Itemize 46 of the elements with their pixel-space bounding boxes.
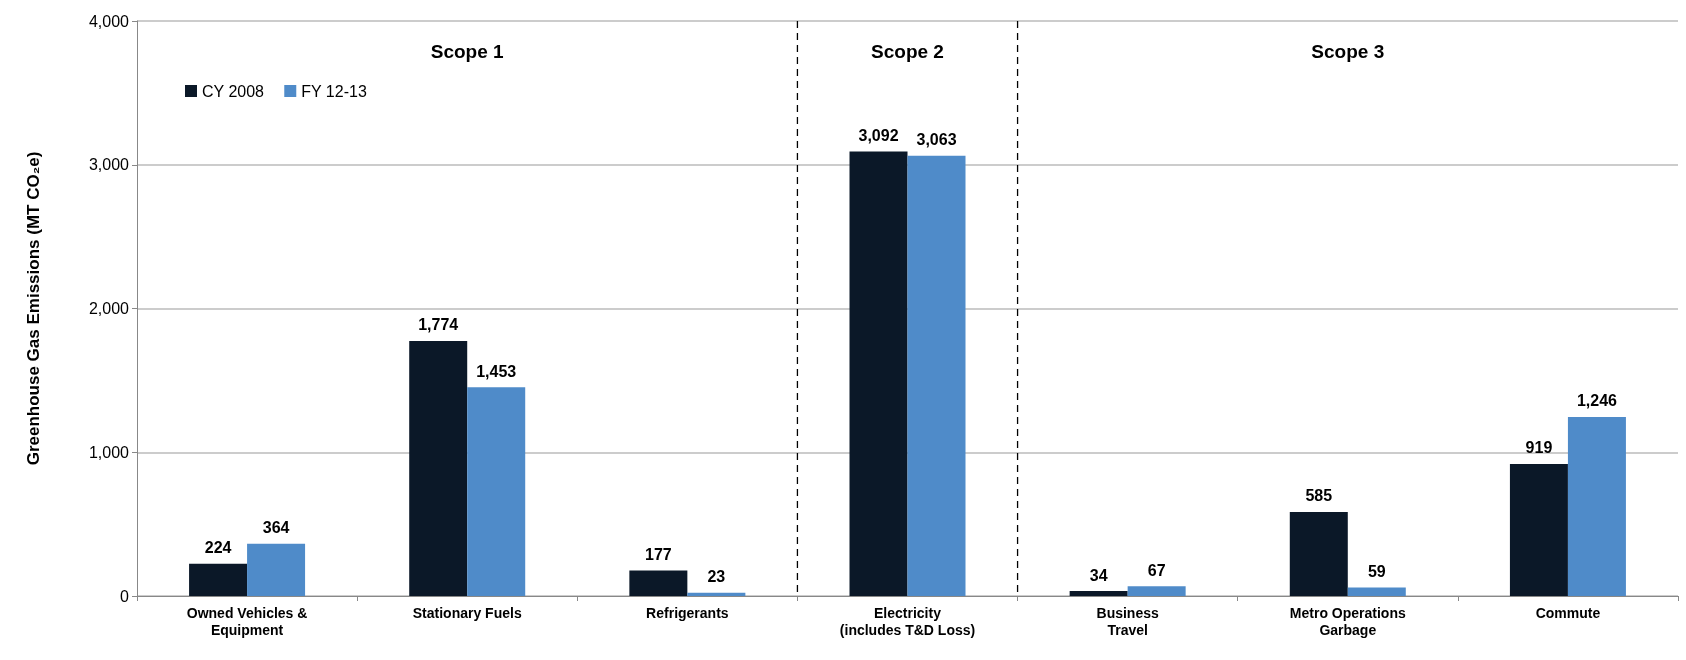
data-label: 59 — [1367, 563, 1386, 581]
data-label: 1,246 — [1576, 392, 1618, 410]
y-tick-label: 4,000 — [88, 12, 130, 30]
annotation: Scope 2 — [871, 40, 944, 62]
annotation: Scope 3 — [1311, 40, 1385, 62]
data-label: 23 — [707, 568, 726, 586]
data-label: 67 — [1147, 561, 1166, 579]
bar — [247, 543, 306, 596]
data-label: 919 — [1525, 439, 1553, 457]
bar — [1289, 511, 1348, 596]
bar — [189, 563, 248, 596]
y-tick-label: 1,000 — [88, 443, 130, 461]
data-label: 3,063 — [916, 131, 957, 149]
data-label: 3,092 — [858, 127, 899, 145]
x-tick-label: Owned Vehicles & Equipment — [186, 604, 308, 638]
y-tick-label: 2,000 — [88, 300, 130, 317]
bar — [467, 387, 526, 596]
x-tick-label: Metro Operations Garbage — [1289, 604, 1406, 638]
annotation: Scope 1 — [430, 40, 505, 62]
bar — [1127, 586, 1186, 596]
x-tick-label: Electricity (includes T&D Loss) — [839, 604, 976, 638]
data-label: 177 — [645, 546, 672, 564]
data-label: 364 — [262, 519, 290, 537]
y-axis-title: Greenhouse Gas Emissions (MT CO₂e) — [24, 151, 43, 466]
x-tick-label: Refrigerants — [646, 604, 729, 621]
bar — [1567, 416, 1626, 596]
legend-label: CY 2008 — [202, 82, 265, 100]
bar — [409, 340, 468, 596]
data-label: 1,774 — [418, 316, 459, 334]
bar — [849, 151, 908, 596]
legend-label: FY 12-13 — [301, 82, 367, 100]
x-tick-label: Stationary Fuels — [412, 604, 522, 621]
y-tick-label: 0 — [120, 587, 130, 605]
x-tick-label: Commute — [1535, 604, 1601, 621]
data-label: 1,453 — [476, 362, 517, 380]
bar — [907, 155, 966, 596]
data-label: 585 — [1305, 487, 1333, 505]
bar — [1509, 463, 1568, 596]
y-tick-label: 3,000 — [88, 156, 130, 174]
bar — [1347, 587, 1406, 596]
bar — [629, 570, 688, 596]
bar — [1069, 591, 1128, 596]
bar — [687, 592, 746, 596]
x-tick-label: Business Travel — [1096, 604, 1159, 638]
data-label: 34 — [1089, 566, 1108, 584]
data-label: 224 — [204, 539, 232, 557]
